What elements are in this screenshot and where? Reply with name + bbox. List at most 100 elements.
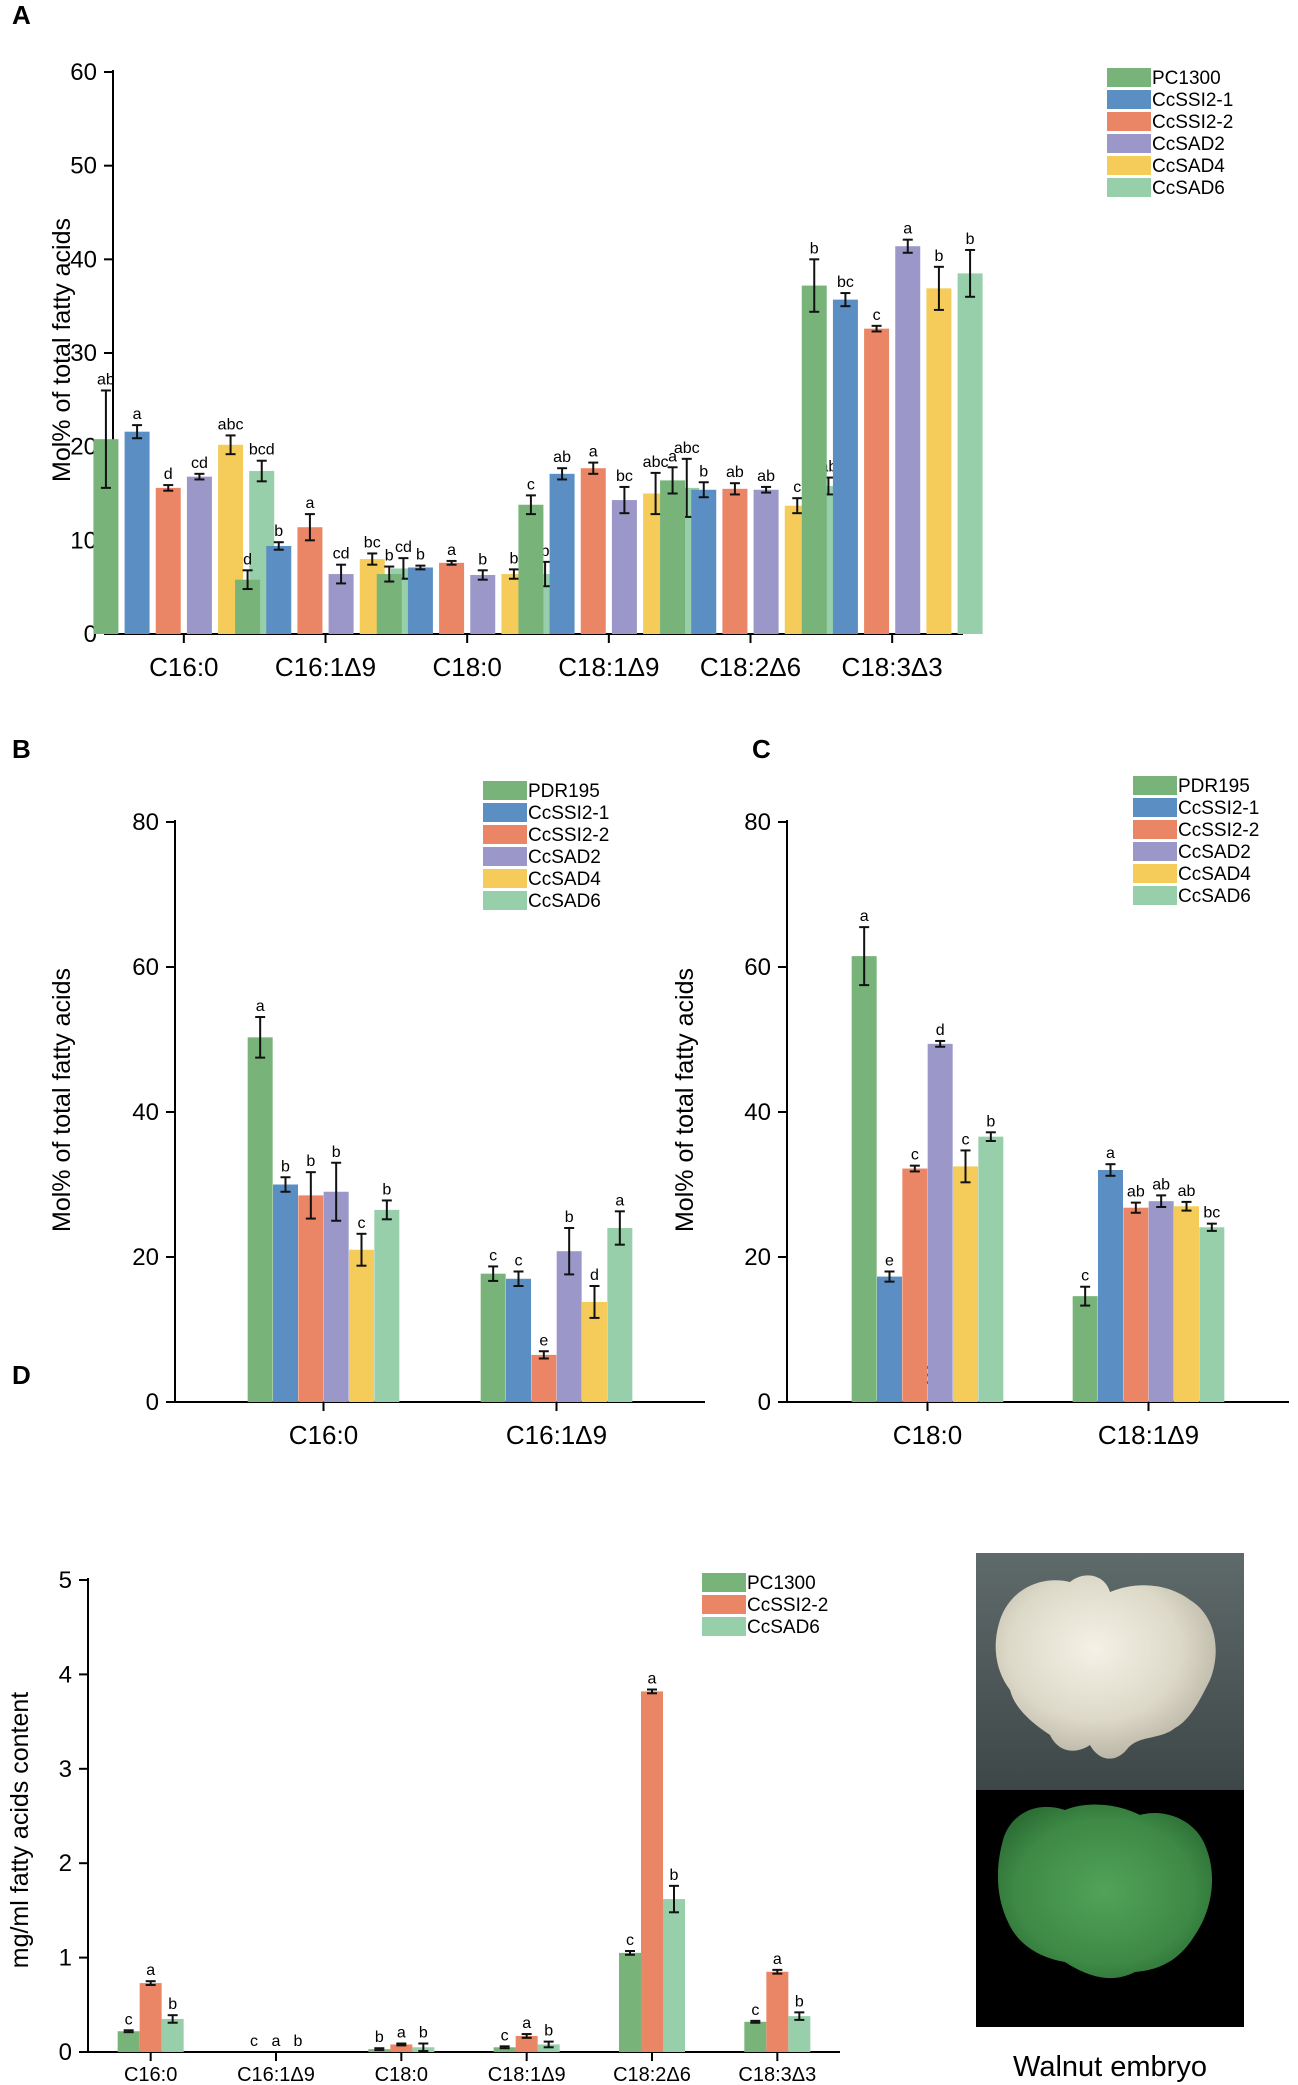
chart-d-y-tick-label: 2 <box>59 1850 72 1877</box>
panel-e-photos: Walnut embryo <box>976 1553 1244 2083</box>
chart-a-legend-label-pc1300: PC1300 <box>1152 68 1221 89</box>
chart-c-bar-ccsad6-c18-1-9 <box>1199 1227 1225 1402</box>
chart-b-bar-ccsad2-c16-1-9 <box>556 1251 582 1402</box>
chart-b-bar-pdr195-c16-1-9 <box>480 1273 506 1402</box>
chart-a-significance-label: b <box>699 463 708 480</box>
chart-d-x-tick-label-c18-0: C18:0 <box>375 2064 428 2085</box>
chart-b-y-axis-title: Mol% of total fatty acids <box>48 968 76 1232</box>
chart-b-significance-label: a <box>256 998 265 1015</box>
chart-d-legend-swatch-ccssi2-2 <box>702 1595 746 1614</box>
chart-a-significance-label: c <box>873 307 881 324</box>
chart-b-x-tick-label-c16-1-9: C16:1Δ9 <box>506 1420 607 1450</box>
chart-d-x-tick-label-c16-0: C16:0 <box>124 2064 177 2085</box>
chart-b-y-tick-label: 60 <box>132 954 159 981</box>
chart-d-legend-label-pc1300: PC1300 <box>747 1573 816 1594</box>
chart-c-legend-swatch-ccssi2-1 <box>1133 798 1177 817</box>
chart-b-legend-label-pdr195: PDR195 <box>528 781 600 802</box>
chart-a-x-tick-label-c18-3-3: C18:3Δ3 <box>842 652 943 682</box>
chart-a-significance-label: a <box>668 448 677 465</box>
chart-a-significance-label: cd <box>191 455 208 472</box>
chart-c-y-axis-title: Mol% of total fatty acids <box>671 968 699 1232</box>
chart-d-significance-label: c <box>250 2033 258 2050</box>
chart-c-legend-swatch-pdr195 <box>1133 776 1177 795</box>
chart-a-significance-label: b <box>478 551 487 568</box>
chart-c-significance-label: b <box>986 1113 995 1130</box>
chart-a-bar-ccsad2-c16-0 <box>186 476 212 634</box>
chart-d-legend-label-ccsad6: CcSAD6 <box>747 1617 820 1638</box>
chart-c-y-tick-label: 20 <box>744 1244 771 1271</box>
chart-a-x-tick-label-c16-0: C16:0 <box>149 652 218 682</box>
chart-a-y-tick-label: 30 <box>70 340 97 367</box>
chart-a-bar-ccsad2-c18-1-9 <box>611 500 637 634</box>
chart-d-y-tick-label: 3 <box>59 1756 72 1783</box>
chart-b-significance-label: b <box>565 1209 574 1226</box>
chart-d-x-tick-label-c18-2-6: C18:2Δ6 <box>613 2064 691 2085</box>
chart-a-legend-label-ccssi2-1: CcSSI2-1 <box>1152 90 1233 111</box>
chart-a-legend-swatch-ccssi2-1 <box>1107 90 1151 109</box>
chart-a-legend-label-ccssi2-2: CcSSI2-2 <box>1152 112 1233 133</box>
chart-c-legend-label-ccssi2-2: CcSSI2-2 <box>1178 820 1259 841</box>
chart-c-legend-label-ccsad4: CcSAD4 <box>1178 864 1251 885</box>
chart-a-significance-label: ab <box>726 464 744 481</box>
embryo-green-shape <box>997 1804 1213 1979</box>
chart-a-bar-ccssi2-2-c16-0 <box>155 487 181 634</box>
chart-c-significance-label: c <box>911 1147 919 1164</box>
chart-b-legend-label-ccsad2: CcSAD2 <box>528 847 601 868</box>
chart-d-significance-label: b <box>670 1867 679 1884</box>
chart-d-significance-label: b <box>795 1993 804 2010</box>
chart-d-y-axis-title: mg/ml fatty acids content <box>6 1692 34 1969</box>
chart-a-significance-label: d <box>164 466 173 483</box>
chart-a-bar-pc1300-c18-1-9 <box>518 504 544 634</box>
chart-c: 0 20 40 60 80 Mol% of total fatty acids C18:0 a… <box>671 776 1289 1450</box>
chart-c-significance-label: bc <box>1203 1205 1220 1222</box>
chart-a-significance-label: b <box>385 548 394 565</box>
chart-d-bar-ccsad6-c18-2-6 <box>663 1899 685 2052</box>
chart-b-significance-label: b <box>332 1144 341 1161</box>
chart-a-significance-label: abc <box>674 440 700 457</box>
chart-d-significance-label: c <box>501 2027 509 2044</box>
chart-a-y-axis-title: Mol% of total fatty acids <box>48 218 76 482</box>
chart-a-y-tick-label: 20 <box>70 434 97 461</box>
chart-a-x-tick-label-c16-1-9: C16:1Δ9 <box>275 652 376 682</box>
chart-a-significance-label: b <box>509 550 518 567</box>
chart-c-significance-label: ab <box>1152 1176 1170 1193</box>
chart-a-legend-label-ccsad2: CcSAD2 <box>1152 134 1225 155</box>
chart-c-y-tick-label: 40 <box>744 1099 771 1126</box>
chart-c-significance-label: a <box>860 908 869 925</box>
chart-a-significance-label: abc <box>643 454 669 471</box>
chart-a-bar-ccssi2-1-c18-1-9 <box>549 473 575 634</box>
chart-b-significance-label: a <box>615 1192 624 1209</box>
chart-b-legend-swatch-ccssi2-1 <box>483 803 527 822</box>
chart-b-legend-label-ccssi2-1: CcSSI2-1 <box>528 803 609 824</box>
chart-d-bar-ccssi2-2-c18-1-9 <box>515 2035 538 2052</box>
chart-c-legend-swatch-ccsad6 <box>1133 886 1177 905</box>
chart-a-bar-ccsad2-c18-3-3 <box>895 246 921 634</box>
panel-e-caption: Walnut embryo <box>1013 2051 1207 2083</box>
chart-b-significance-label: d <box>590 1267 599 1284</box>
chart-a-bar-ccssi2-1-c18-0 <box>407 567 433 634</box>
chart-a-significance-label: a <box>589 444 598 461</box>
panel-letter-d: D <box>12 1360 31 1390</box>
chart-c-legend-label-ccsad2: CcSAD2 <box>1178 842 1251 863</box>
chart-c-significance-label: ab <box>1178 1183 1196 1200</box>
chart-d-bar-ccssi2-2-c16-0 <box>139 1983 162 2052</box>
embryo-white-shape <box>995 1575 1216 1759</box>
chart-a-significance-label: a <box>447 542 456 559</box>
chart-a-bar-ccsad4-c18-3-3 <box>926 288 952 634</box>
chart-d-x-tick-label-c18-3-3: C18:3Δ3 <box>738 2064 816 2085</box>
chart-a-bar-ccssi2-2-c18-2-6 <box>722 488 748 634</box>
chart-c-legend-swatch-ccsad4 <box>1133 864 1177 883</box>
chart-c-bar-ccsad4-c18-0 <box>953 1166 978 1402</box>
chart-a-bar-ccssi2-2-c18-3-3 <box>864 328 890 634</box>
chart-d-bar-ccssi2-2-c18-2-6 <box>641 1691 663 2052</box>
chart-a-legend-label-ccsad4: CcSAD4 <box>1152 156 1225 177</box>
chart-a-significance-label: b <box>541 543 550 560</box>
chart-a-bar-pc1300-c18-0 <box>376 574 402 634</box>
chart-a-significance-label: bc <box>837 274 854 291</box>
chart-a-significance-label: ab <box>553 449 571 466</box>
chart-d-significance-label: c <box>751 2002 759 2019</box>
